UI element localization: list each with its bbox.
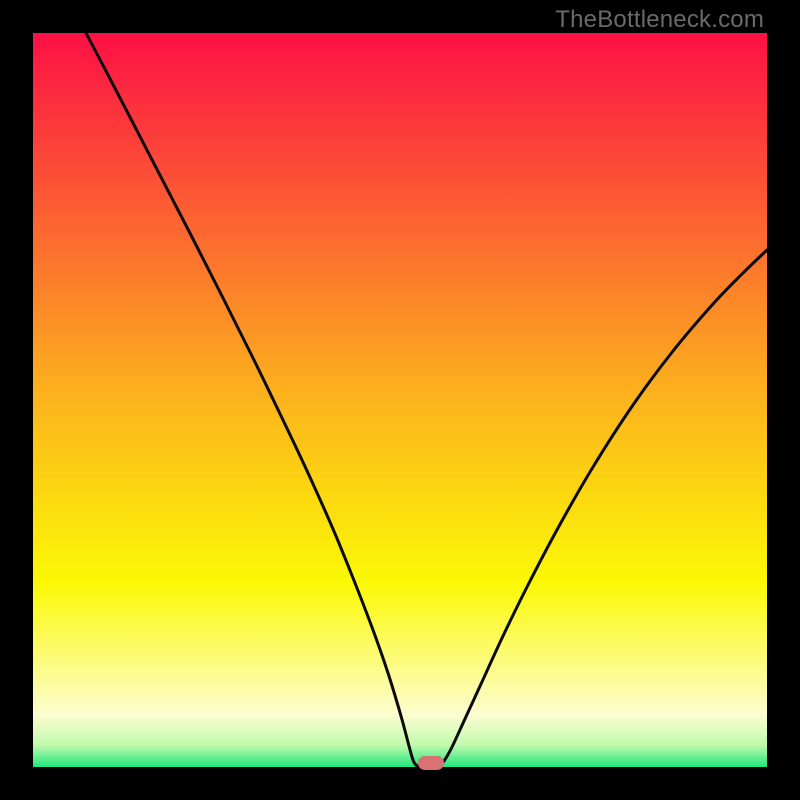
watermark-text: TheBottleneck.com xyxy=(555,6,764,34)
plot-area xyxy=(33,33,767,767)
bottleneck-curve xyxy=(33,33,767,767)
optimum-marker xyxy=(418,756,444,770)
chart-frame: TheBottleneck.com xyxy=(0,0,800,800)
